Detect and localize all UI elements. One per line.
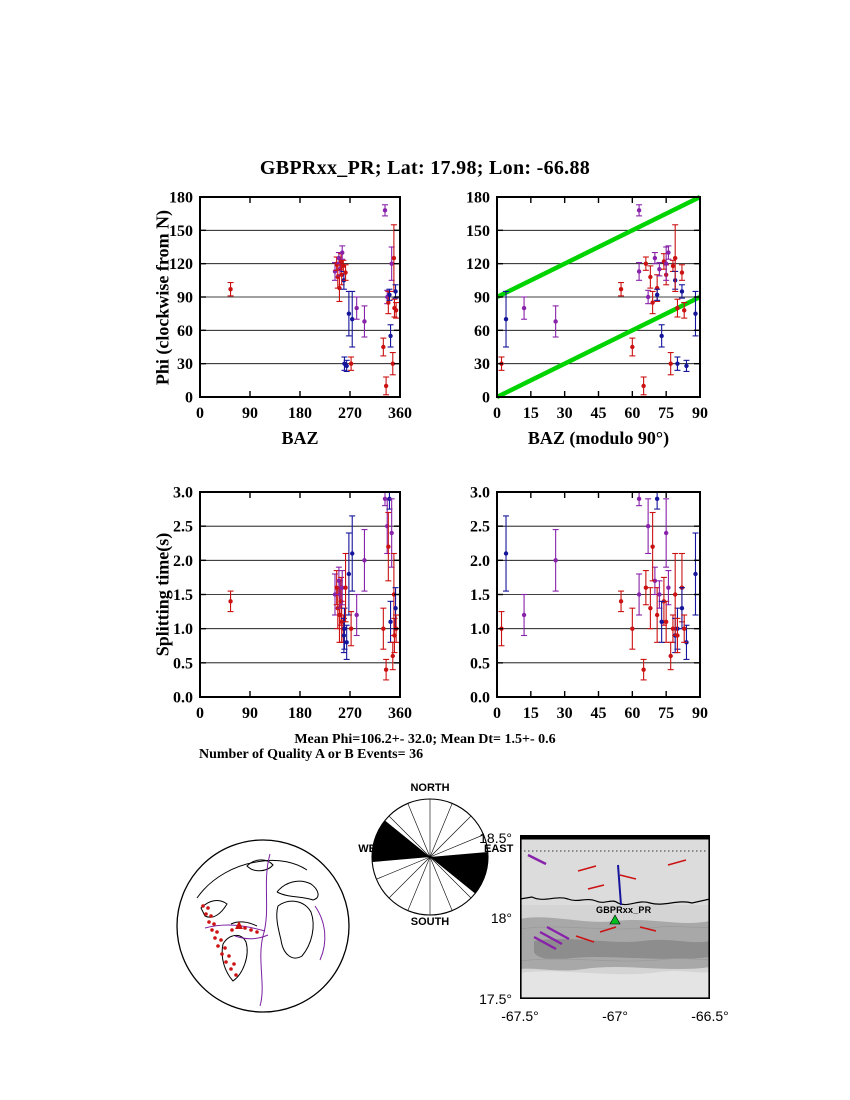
map-trench-band <box>533 939 710 960</box>
svg-text:2.5: 2.5 <box>470 519 490 536</box>
svg-text:60: 60 <box>177 323 193 340</box>
rose-label-north: NORTH <box>410 782 450 794</box>
rose-label-west: WEST <box>358 843 390 855</box>
mean-statistics-text: Mean Phi=106.2+- 32.0; Mean Dt= 1.5+- 0.… <box>294 732 556 747</box>
svg-text:3.0: 3.0 <box>470 485 490 502</box>
svg-text:30: 30 <box>177 356 193 373</box>
map-lat-tick-17-5: 17.5° <box>479 991 512 1007</box>
svg-text:2.0: 2.0 <box>173 553 193 570</box>
svg-text:270: 270 <box>338 705 362 722</box>
map-blue-splitting-vector <box>617 864 622 906</box>
svg-text:15: 15 <box>523 705 539 722</box>
svg-text:0: 0 <box>493 705 501 722</box>
svg-text:45: 45 <box>591 705 607 722</box>
dt-axis-title: Splitting time(s) <box>152 532 173 657</box>
svg-text:90: 90 <box>692 405 708 422</box>
svg-text:2.5: 2.5 <box>173 519 193 536</box>
svg-text:90: 90 <box>177 290 193 307</box>
svg-text:30: 30 <box>557 705 573 722</box>
globe-map <box>176 839 350 1013</box>
event-count-text: Number of Quality A or B Events= 36 <box>199 747 424 762</box>
map-red-splitting-vectors <box>575 859 687 943</box>
map-south-band <box>520 971 710 999</box>
local-map-svg <box>520 835 710 999</box>
map-frame <box>520 835 710 999</box>
map-station-label: GBPRxx_PR <box>596 905 652 915</box>
map-lon-tick-66-5: -66.5° <box>691 1008 729 1024</box>
baz-mod-axis-title: BAZ (modulo 90°) <box>527 428 670 448</box>
figure-title: GBPRxx_PR; Lat: 17.98; Lon: -66.88 <box>259 157 591 179</box>
svg-text:1.0: 1.0 <box>173 621 193 638</box>
globe-earthquake-dots <box>201 904 259 977</box>
svg-text:15: 15 <box>523 405 539 422</box>
svg-text:180: 180 <box>288 705 312 722</box>
svg-text:0.0: 0.0 <box>470 690 490 707</box>
map-contour-2 <box>520 958 710 962</box>
baz-axis-title: BAZ <box>281 428 319 448</box>
svg-text:0: 0 <box>196 405 204 422</box>
globe-plate-boundaries <box>204 853 326 1007</box>
svg-text:0.5: 0.5 <box>173 655 193 672</box>
svg-text:0: 0 <box>493 405 501 422</box>
svg-text:2.0: 2.0 <box>470 553 490 570</box>
map-lon-tick-67-5: -67.5° <box>501 1008 539 1024</box>
svg-text:30: 30 <box>557 405 573 422</box>
rose-label-south: SOUTH <box>410 916 450 928</box>
svg-text:75: 75 <box>658 405 674 422</box>
globe-outline <box>176 839 350 1013</box>
svg-text:60: 60 <box>474 323 490 340</box>
rose-diagram-svg <box>371 798 489 916</box>
svg-text:0: 0 <box>196 705 204 722</box>
globe-station-triangle <box>235 921 243 929</box>
svg-text:360: 360 <box>388 405 412 422</box>
svg-text:3.0: 3.0 <box>173 485 193 502</box>
svg-text:1.5: 1.5 <box>470 587 490 604</box>
svg-text:270: 270 <box>338 405 362 422</box>
svg-text:90: 90 <box>242 405 258 422</box>
map-lat-tick-18: 18° <box>490 910 512 926</box>
rose-label-east: EAST <box>484 843 514 855</box>
svg-text:0: 0 <box>185 390 193 407</box>
globe-coastlines <box>196 859 319 982</box>
svg-text:0.5: 0.5 <box>470 655 490 672</box>
svg-text:1.0: 1.0 <box>470 621 490 638</box>
map-coastline <box>520 896 710 906</box>
svg-text:60: 60 <box>624 705 640 722</box>
map-lon-tick-67: -67° <box>602 1008 628 1024</box>
svg-text:180: 180 <box>288 405 312 422</box>
phi-axis-title: Phi (clockwise from N) <box>152 209 173 386</box>
svg-text:0: 0 <box>482 390 490 407</box>
map-lat-tick-18-5: 18.5° <box>479 830 512 846</box>
svg-text:90: 90 <box>242 705 258 722</box>
svg-text:75: 75 <box>658 705 674 722</box>
svg-text:90: 90 <box>474 290 490 307</box>
svg-text:150: 150 <box>466 223 490 240</box>
svg-text:120: 120 <box>466 256 490 273</box>
svg-text:90: 90 <box>692 705 708 722</box>
svg-text:360: 360 <box>388 705 412 722</box>
map-north-shallow <box>520 835 710 905</box>
svg-text:60: 60 <box>624 405 640 422</box>
svg-text:180: 180 <box>466 190 490 207</box>
map-purple-splitting-vectors <box>527 853 570 951</box>
svg-text:0.0: 0.0 <box>173 690 193 707</box>
svg-text:1.5: 1.5 <box>173 587 193 604</box>
map-station-triangle <box>609 914 621 925</box>
svg-text:45: 45 <box>591 405 607 422</box>
svg-text:30: 30 <box>474 356 490 373</box>
